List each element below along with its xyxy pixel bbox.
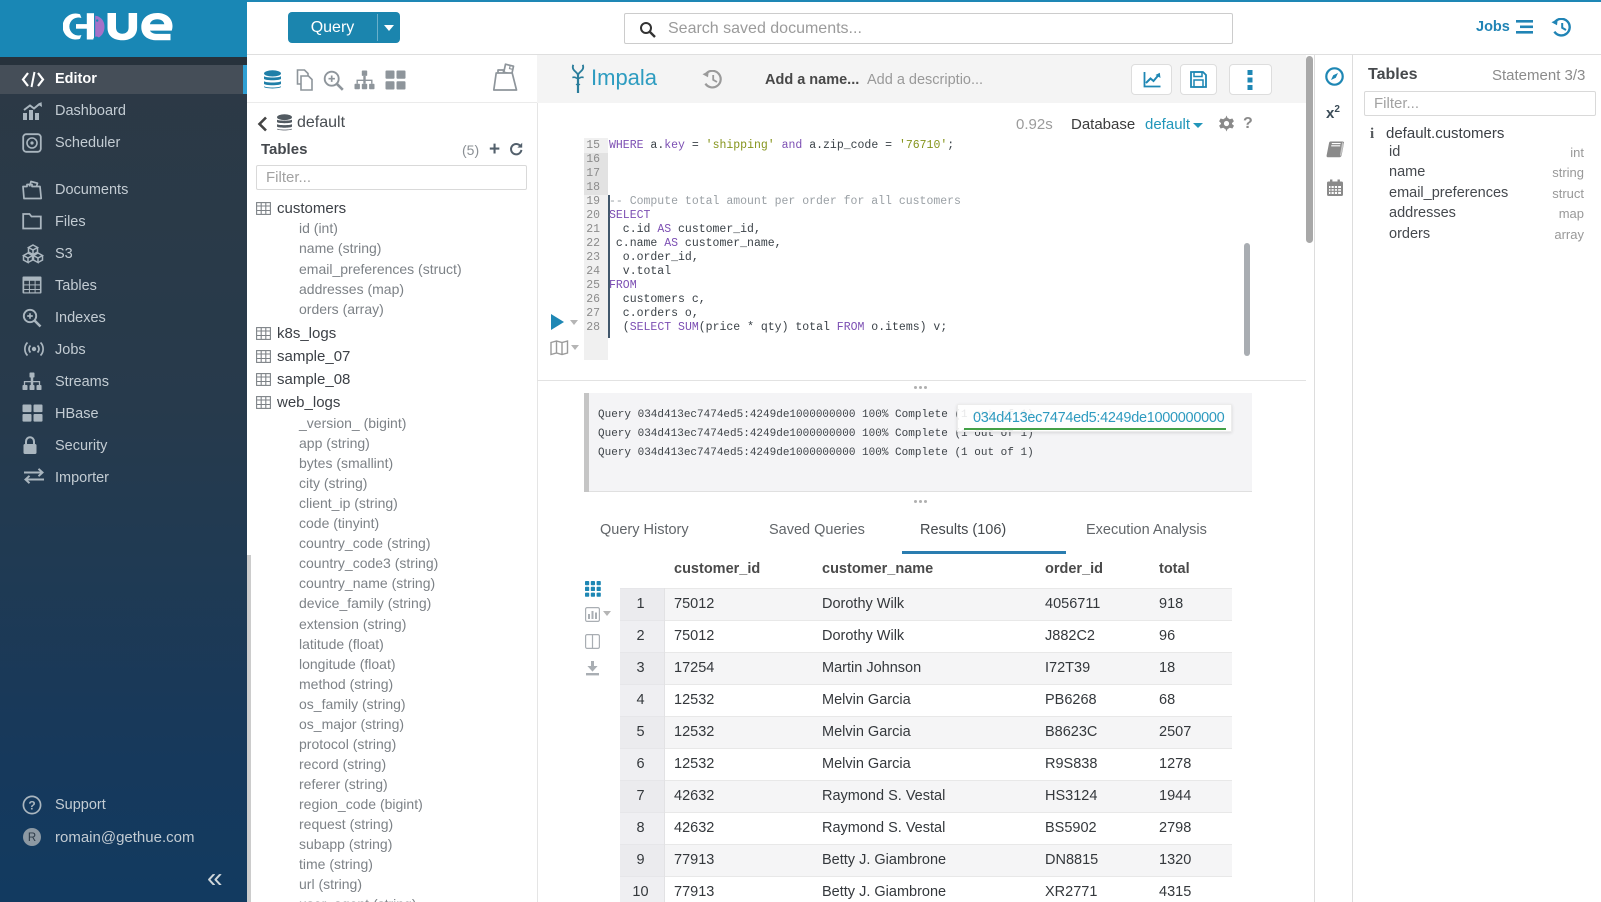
svg-text:?: ? — [28, 798, 35, 812]
svg-text:R: R — [28, 832, 36, 844]
